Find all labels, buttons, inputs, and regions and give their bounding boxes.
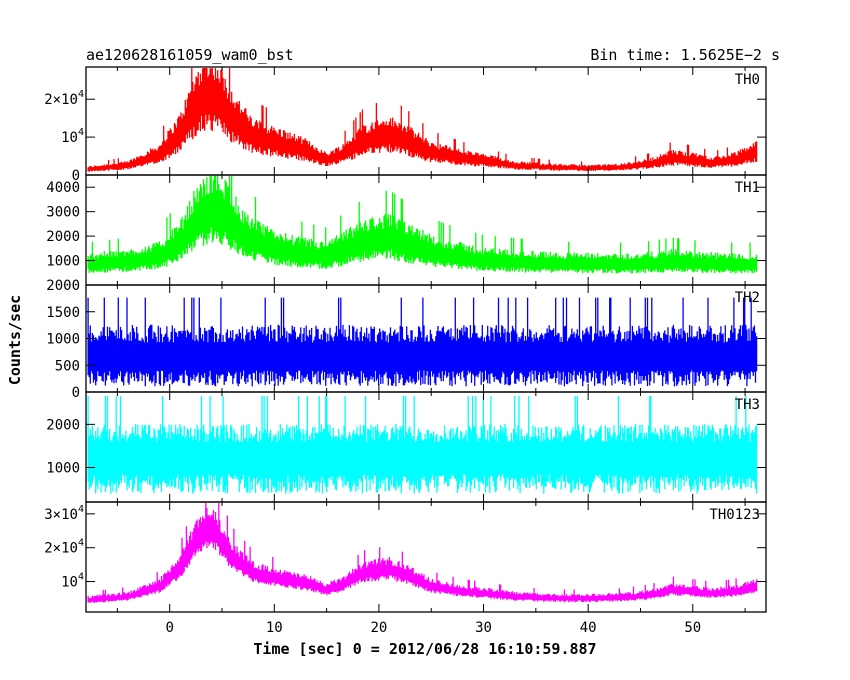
series-th2 xyxy=(87,297,758,387)
y-tick-label: 1500 xyxy=(46,305,80,321)
x-tick-label: 40 xyxy=(580,620,597,636)
y-tick-label: 2000 xyxy=(46,278,80,294)
y-tick-label: 104 xyxy=(61,572,84,591)
panel-label-th1: TH1 xyxy=(735,180,760,196)
y-tick-label: 3000 xyxy=(46,205,80,221)
panel-th1: TH1 1000 2000 3000 4000 xyxy=(46,174,767,286)
panel-label-th0: TH0 xyxy=(735,72,760,88)
y-tick-label: 2000 xyxy=(46,229,80,245)
y-tick-label: 104 xyxy=(61,127,84,146)
panel-label-th3: TH3 xyxy=(735,397,760,413)
panel-frame xyxy=(85,501,767,613)
panel-th0123: TH0123 104 2×104 3×104 xyxy=(44,501,767,613)
panel-th2: TH2 0 500 1000 1500 2000 xyxy=(46,278,767,401)
x-tick-label: 0 xyxy=(165,620,173,636)
series-th3 xyxy=(87,395,758,494)
x-axis-label: Time [sec] 0 = 2012/06/28 16:10:59.887 xyxy=(253,640,596,658)
panel-th3: TH3 1000 2000 xyxy=(46,391,767,503)
y-tick-label: 500 xyxy=(55,358,80,374)
y-tick-label: 4000 xyxy=(46,180,80,196)
y-tick-label: 2×104 xyxy=(44,538,84,557)
y-tick-label: 2×104 xyxy=(44,89,84,108)
panel-label-th2: TH2 xyxy=(735,290,760,306)
y-tick-label: 0 xyxy=(72,385,80,401)
y-tick-label: 3×104 xyxy=(44,504,84,523)
observation-id: ae120628161059_wam0_bst xyxy=(86,46,294,64)
x-tick-label: 10 xyxy=(266,620,283,636)
bin-time-label: Bin time: 1.5625E−2 s xyxy=(590,46,780,64)
y-tick-label: 1000 xyxy=(46,332,80,348)
y-axis-label: Counts/sec xyxy=(6,295,24,385)
y-tick-label: 0 xyxy=(72,168,80,184)
x-tick-label: 50 xyxy=(684,620,701,636)
y-tick-label: 1000 xyxy=(46,254,80,270)
x-tick-label: 20 xyxy=(370,620,387,636)
panel-th0: TH0 0 104 2×104 xyxy=(44,66,767,184)
y-tick-label: 1000 xyxy=(46,460,80,476)
series-th1 xyxy=(87,176,758,274)
y-tick-label: 2000 xyxy=(46,417,80,433)
series-th0123 xyxy=(87,503,758,603)
panels-group: TH0 0 104 2×104 TH1 1000 2000 3000 4000 TH2 0 500 10… xyxy=(44,66,767,613)
panel-label-th0123: TH0123 xyxy=(709,507,760,523)
x-tick-label: 30 xyxy=(475,620,492,636)
series-th0 xyxy=(87,68,758,172)
x-axis: 0 10 20 30 40 50 xyxy=(165,620,701,636)
